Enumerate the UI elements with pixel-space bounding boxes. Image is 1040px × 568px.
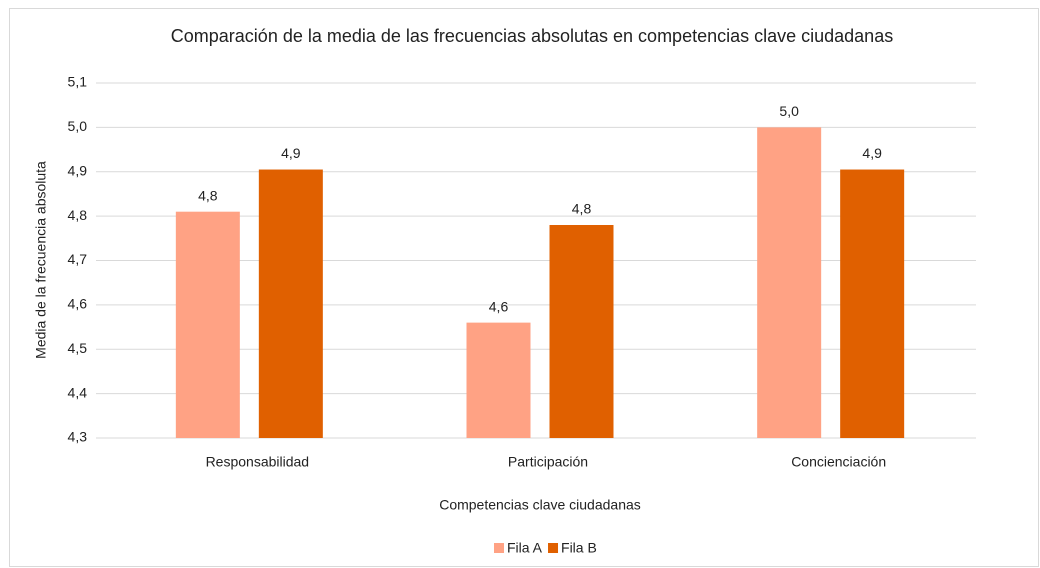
legend-swatch <box>548 543 559 553</box>
y-tick-label: 4,9 <box>68 162 88 178</box>
data-label: 4,9 <box>862 145 882 161</box>
bar <box>757 127 822 438</box>
y-tick-label: 5,0 <box>68 118 88 134</box>
y-tick-label: 4,5 <box>68 340 88 356</box>
y-tick-label: 4,4 <box>68 384 88 400</box>
bar <box>258 169 323 438</box>
y-axis-title: Media de la frecuencia absoluta <box>33 161 49 359</box>
y-tick-label: 5,1 <box>68 74 88 90</box>
x-axis-title: Competencias clave ciudadanas <box>439 497 641 513</box>
y-tick-label: 4,8 <box>68 207 88 223</box>
y-tick-label: 4,6 <box>68 296 88 312</box>
bar <box>466 322 531 438</box>
bar <box>549 225 614 438</box>
y-tick-label: 4,7 <box>68 251 88 267</box>
x-tick-label: Participación <box>508 454 588 470</box>
data-label: 4,8 <box>572 201 592 217</box>
legend-swatch <box>494 543 504 553</box>
data-label: 5,0 <box>779 103 799 119</box>
data-label: 4,6 <box>489 298 509 314</box>
x-tick-label: Responsabilidad <box>206 454 310 470</box>
x-tick-label: Concienciación <box>791 454 886 470</box>
data-label: 4,8 <box>198 187 218 203</box>
data-label: 4,9 <box>281 145 301 161</box>
legend-label: Fila B <box>561 540 597 556</box>
chart-title: Comparación de la media de las frecuenci… <box>171 26 893 46</box>
legend-label: Fila A <box>507 540 543 556</box>
y-tick-label: 4,3 <box>68 429 88 445</box>
bar <box>175 211 240 438</box>
bar <box>840 169 905 438</box>
